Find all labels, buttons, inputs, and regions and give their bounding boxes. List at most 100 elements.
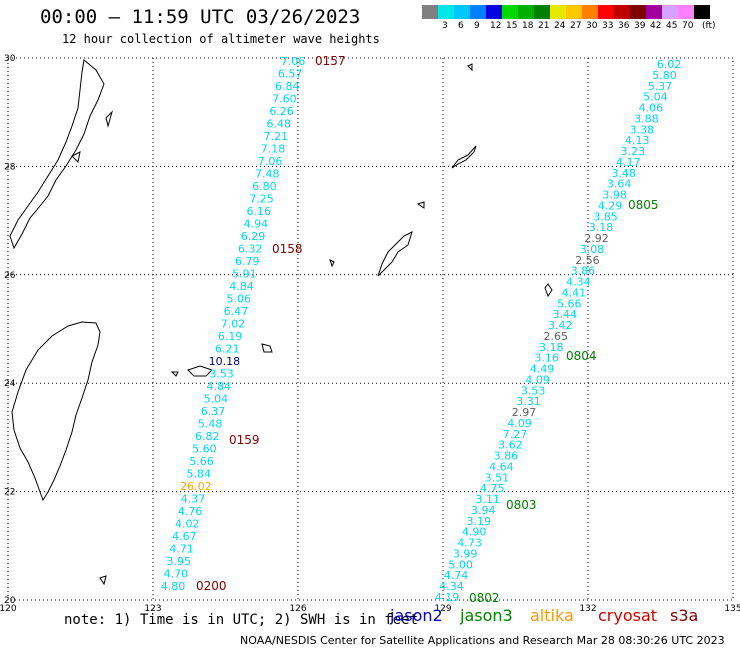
legend-label: 27 [570,21,582,31]
swh-value: 5.06 [226,293,251,306]
swh-value: 4.49 [530,363,555,376]
okinawa-coastline [377,231,413,277]
swh-value: 3.53 [521,384,546,397]
swh-value: 3.11 [476,493,501,506]
lon-tick-label: 120 [0,604,17,614]
swh-value: 6.48 [266,118,291,131]
swh-value: 3.16 [534,352,559,365]
map-title: 00:00 – 11:59 UTC 03/26/2023 [40,6,361,28]
lon-tick-label: 135 [724,604,740,614]
swh-value: 3.85 [593,210,618,223]
lon-tick-label: 129 [434,604,451,614]
legend-swatch [454,5,470,19]
island-yakushima [71,151,81,164]
swh-value: 4.06 [639,102,664,115]
swh-value: 5.37 [648,80,673,93]
swh-value: 4.74 [444,569,469,582]
swh-value: 7.06 [258,155,283,168]
satellite-name: jason2 [390,606,443,625]
swh-value: 7.06 [281,55,306,68]
pass-time-label: 0802 [469,591,500,605]
swh-value: 4.41 [562,286,587,299]
swh-value: 4.17 [616,156,641,169]
swh-value: 6.21 [215,343,240,356]
swh-value: 7.60 [272,93,297,106]
map-subtitle: 12 hour collection of altimeter wave hei… [62,32,380,46]
pass-time-label: 0200 [196,579,227,593]
swh-value: 4.75 [480,482,505,495]
legend-swatch [502,5,518,19]
swh-value: 5.48 [198,418,223,431]
swh-value: 4.84 [206,380,231,393]
swh-value: 4.76 [178,505,203,518]
swh-value: 3.62 [498,439,523,452]
swh-value: 2.65 [543,330,568,343]
pass-time-label: 0158 [272,242,303,256]
legend-swatch [566,5,582,19]
legend-label: 39 [634,21,646,31]
swh-value: 5.80 [652,69,677,82]
lat-tick-label: 20 [4,596,16,606]
yaeyama-coastline [187,365,213,377]
swh-value: 3.86 [494,450,519,463]
pass-time-label: 0803 [506,498,537,512]
island-tanegashima [105,110,114,128]
satellite-name: jason3 [460,606,513,625]
legend-label: 12 [490,21,502,31]
legend-swatch [614,5,630,19]
swh-value: 3.94 [471,504,496,517]
swh-value: 3.53 [209,368,234,381]
swh-value: 3.88 [634,112,659,125]
satellite-name: cryosat [598,606,658,625]
swh-value: 6.32 [238,243,263,256]
swh-value: 3.86 [571,265,596,278]
swh-value: 4.34 [439,580,464,593]
swh-value: 7.27 [503,428,528,441]
legend-swatch [646,5,662,19]
swh-value: 7.18 [261,143,286,156]
swh-value: 3.99 [453,547,478,560]
swh-value: 6.37 [201,405,226,418]
swh-value: 26.02 [180,480,212,493]
swh-value: 4.02 [175,518,200,531]
legend-label: 33 [602,21,614,31]
lat-tick-label: 30 [4,54,16,64]
swh-value: 3.18 [539,341,564,354]
swh-value: 3.95 [166,555,191,568]
legend-swatch [470,5,486,19]
swh-value: 6.26 [269,105,294,118]
legend-label: 9 [474,21,480,31]
swh-value: 5.84 [186,468,211,481]
swh-value: 4.13 [625,134,650,147]
swh-value: 4.90 [462,526,487,539]
legend-label: 70 [682,21,694,31]
swh-value: 3.19 [466,515,491,528]
track-west: 7.066.576.847.606.266.487.217.187.067.48… [161,55,306,593]
yonaguni [170,371,179,377]
legend-swatch [486,5,502,19]
swh-value: 7.21 [264,130,289,143]
legend-swatch [518,5,534,19]
legend-swatch [630,5,646,19]
swh-value: 4.19 [435,591,460,604]
lat-lon-grid [7,57,734,601]
lat-tick-label: 26 [4,271,16,281]
amami-coastline [451,145,477,169]
legend-swatch [422,5,438,19]
legend-swatch [438,5,454,19]
island-small-3 [467,63,473,72]
swh-value: 5.00 [448,558,473,571]
satellite-name: altika [530,606,574,625]
coastlines [9,59,553,586]
legend-label: 36 [618,21,630,31]
swh-value: 6.80 [252,180,277,193]
footer-credit: NOAA/NESDIS Center for Satellite Applica… [240,634,725,647]
legend-label: 42 [650,21,662,31]
swh-value: 3.38 [630,123,655,136]
taiwan-coastline [11,321,101,502]
swh-value: 3.31 [516,395,541,408]
color-legend [422,5,710,19]
swh-value: 4.70 [164,568,189,581]
legend-label: 45 [666,21,678,31]
